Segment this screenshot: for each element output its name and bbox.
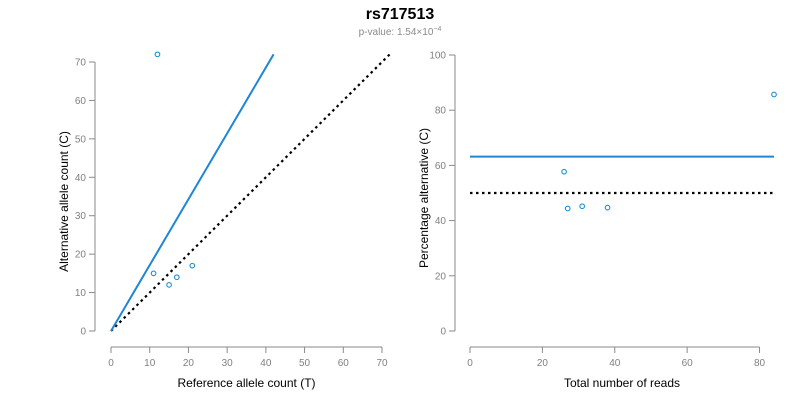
p0-data-point-2: [166, 282, 172, 288]
p1-y-axis-title: Percentage alternative (C): [417, 128, 431, 268]
p0-x-tick-label-0: 0: [108, 358, 114, 369]
p1-x-axis-title: Total number of reads: [564, 376, 680, 390]
p1-y-tick-label-3: 60: [435, 161, 447, 172]
p1-data-point-0: [561, 168, 567, 175]
p0-y-axis-title: Alternative allele count (C): [57, 131, 71, 272]
p0-data-point-4: [189, 262, 196, 269]
p0-fit-line: [110, 53, 275, 332]
p0-y-tick-label-4: 40: [75, 173, 87, 184]
p0-y-tick-label-6: 60: [75, 96, 87, 107]
p1-data-point-4: [771, 91, 777, 98]
p0-x-tick-label-6: 60: [338, 358, 350, 369]
p1-y-tick-label-1: 20: [435, 271, 447, 282]
p1-x-tick-label-4: 80: [754, 358, 766, 369]
p0-y-tick-label-7: 70: [75, 58, 87, 69]
p0-data-point-1: [150, 270, 157, 277]
p0-x-tick-label-3: 30: [222, 358, 234, 369]
p-value-subtitle: p-value: 1.54×10−4: [359, 26, 442, 38]
right-panel-percentage: 0 20 40 60 80 0 20 40 60 80 100 Total number of rea…: [417, 51, 777, 390]
p0-y-tick-label-2: 20: [75, 250, 87, 261]
chart-title: rs717513: [366, 6, 435, 23]
p1-y-tick-label-5: 100: [429, 51, 446, 62]
p0-data-point-0: [154, 51, 161, 58]
p1-x-tick-label-0: 0: [467, 358, 473, 369]
p-value-text: p-value: 1.54×10: [359, 27, 434, 38]
p0-data-point-3: [173, 274, 180, 281]
p1-data-point-1: [564, 205, 571, 212]
p0-x-tick-label-5: 50: [299, 358, 311, 369]
p1-data-point-3: [604, 204, 611, 211]
p0-y-tick-label-5: 50: [75, 134, 87, 145]
p1-x-tick-label-3: 60: [682, 358, 694, 369]
p0-y-tick-label-3: 30: [75, 211, 87, 222]
p0-x-tick-label-7: 70: [376, 358, 388, 369]
p-value-exponent: −4: [433, 26, 441, 33]
p1-x-tick-label-2: 40: [609, 358, 621, 369]
p0-y-tick-label-0: 0: [80, 327, 86, 338]
p1-y-tick-label-0: 0: [440, 327, 446, 338]
p0-x-tick-label-1: 10: [144, 358, 156, 369]
p1-y-tick-label-4: 80: [435, 106, 447, 117]
p1-data-point-2: [579, 203, 586, 210]
p0-x-axis-title: Reference allele count (T): [177, 376, 315, 390]
p1-x-tick-label-1: 20: [537, 358, 549, 369]
left-panel-counts: 0 10 20 30 40 50 60 70 0 10 20 30 40 50 60 70 Reference …: [57, 51, 391, 390]
p1-y-tick-label-2: 40: [435, 216, 447, 227]
p0-x-tick-label-2: 20: [183, 358, 195, 369]
p0-x-tick-label-4: 40: [260, 358, 272, 369]
p0-y-tick-label-1: 10: [75, 288, 87, 299]
p0-reference-line: [110, 53, 391, 332]
